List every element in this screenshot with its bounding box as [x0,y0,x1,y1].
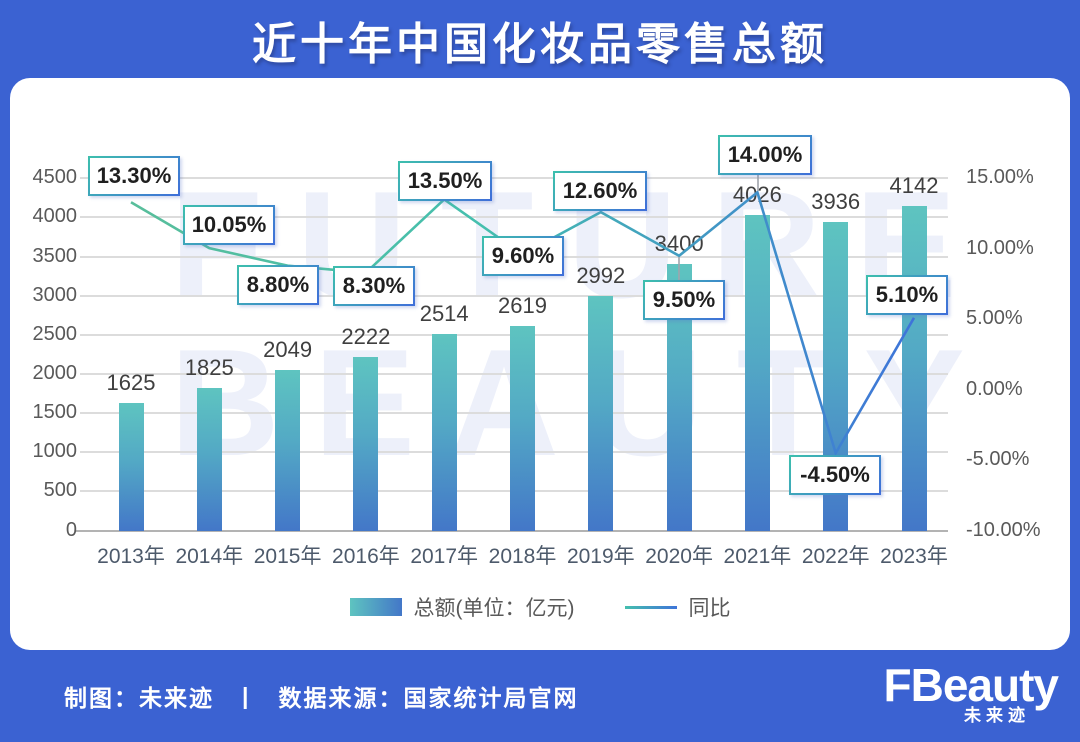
x-axis-label: 2020年 [645,545,713,568]
y-axis-tick-left: 1000 [32,440,78,463]
x-axis-label: 2022年 [801,545,870,568]
y-axis-tick-left: 1500 [32,401,78,424]
bar [744,215,770,531]
x-axis-label: 2013年 [97,545,165,568]
brand-logo-subtext: 未来迹 [964,706,1030,725]
y-axis-tick-left: 2000 [32,362,78,385]
bar [353,356,379,531]
x-axis-label: 2019年 [566,545,635,568]
callout-box: 5.10% [866,275,948,315]
callout-box: 12.60% [553,171,647,211]
callout-box: 13.30% [88,156,180,196]
bar [901,206,927,531]
gridline [80,216,948,219]
bar [510,325,535,531]
y-axis-tick-right: -5.00% [966,448,1030,471]
chart-card: FUTURE BEAUTY 4500 4000 3500 3000 2500 2000 15… [10,78,1070,650]
legend-bar-swatch-icon [349,598,402,616]
x-axis-label: 2016年 [332,545,400,568]
footer-credits: 制图：未来迹 | 数据来源：国家统计局官网 [64,679,578,713]
legend-line-label: 同比 [688,597,731,620]
legend-bar-label: 总额(单位：亿元) [413,597,575,620]
x-axis-label: 2023年 [880,545,948,568]
callout-box: 9.50% [643,280,725,320]
callout-box: 8.30% [333,266,415,306]
x-axis-label: 2021年 [723,545,792,568]
footer-credit: 制图：未来迹 [64,685,214,711]
callout-box: 9.60% [482,236,564,276]
bar [196,387,222,531]
x-axis-label: 2014年 [175,545,244,568]
bar-value-label: 1825 [184,354,234,380]
bar-value-label: 2992 [576,263,626,289]
callout-box: 13.50% [398,161,492,201]
bar [118,403,144,531]
callout-box: 8.80% [237,265,319,305]
bar [588,296,614,531]
gridline [80,294,948,297]
y-axis-tick-right: 10.00% [966,236,1034,259]
footer-bar: 制图：未来迹 | 数据来源：国家统计局官网 FBeauty 未来迹 [0,650,1080,742]
brand-logo: FBeauty 未来迹 [848,659,1059,725]
callout-box: 14.00% [718,135,812,175]
y-axis-tick-left: 500 [43,479,77,502]
y-axis-tick-left: 0 [65,518,77,541]
bar-value-label: 2514 [419,300,469,326]
y-axis-tick-right: 0.00% [966,377,1023,400]
y-axis-tick-left: 4000 [32,205,78,228]
bar-value-label: 3936 [811,189,861,215]
chart-legend: 总额(单位：亿元) 同比 [10,592,1070,622]
y-axis-tick-left: 4500 [32,166,78,189]
callout-box: 10.05% [183,205,275,245]
x-axis-line [75,529,948,532]
bar-value-label: 2049 [263,337,313,363]
bar-value-label: 2619 [498,292,547,318]
y-axis-tick-left: 3500 [32,244,78,267]
bar-value-label: 4142 [889,173,939,199]
x-axis-label: 2018年 [488,545,557,568]
bar-value-label: 1625 [106,370,156,396]
y-axis-tick-right: -10.00% [966,518,1041,541]
brand-logo-text: FBeauty [883,659,1059,711]
y-axis-tick-right: 15.00% [966,166,1034,189]
legend-line-swatch-icon [624,605,677,609]
y-axis-tick-left: 3000 [32,283,78,306]
gridline [80,177,948,180]
bar [275,370,301,531]
chart-title: 近十年中国化妆品零售总额 [252,20,828,69]
x-axis-label: 2015年 [253,545,322,568]
callout-box: -4.50% [789,455,881,495]
footer-separator: | [242,682,251,709]
y-axis-tick-left: 2500 [32,322,78,345]
y-axis-tick-right: 5.00% [966,307,1023,330]
bar [431,333,457,531]
footer-source: 数据来源：国家统计局官网 [278,685,579,711]
x-axis-label: 2017年 [410,545,479,568]
bar-value-label: 2222 [341,323,391,349]
